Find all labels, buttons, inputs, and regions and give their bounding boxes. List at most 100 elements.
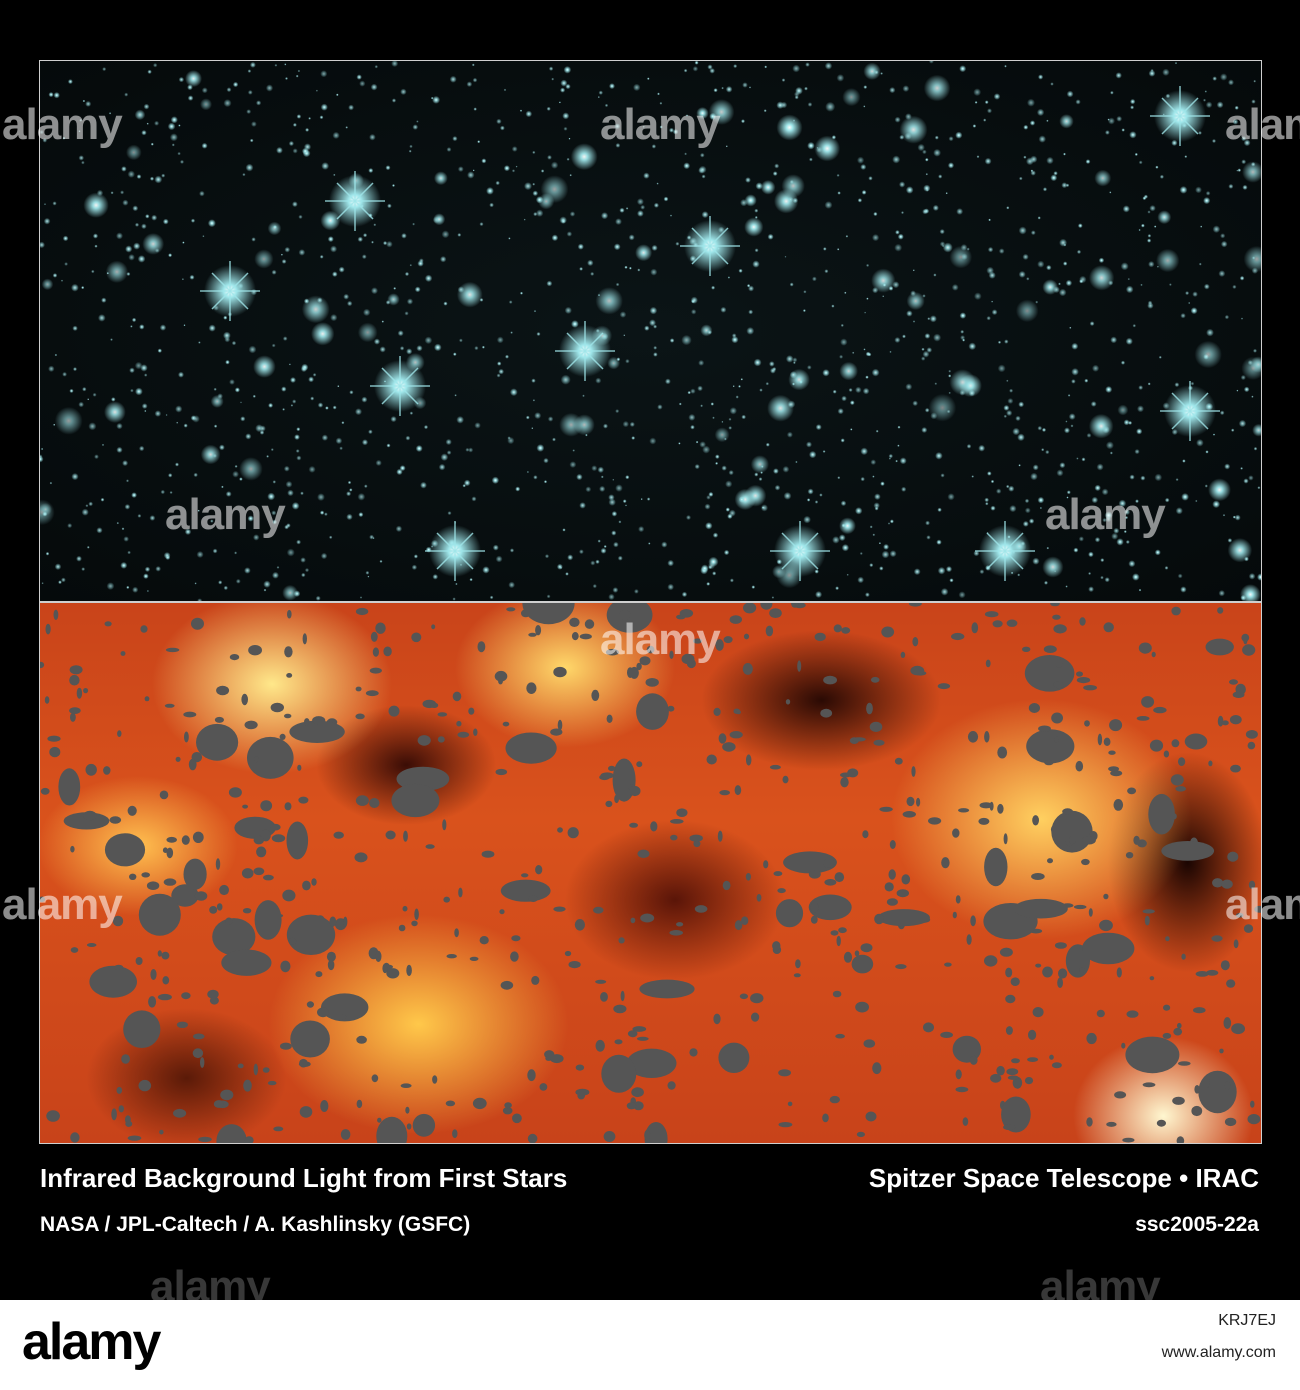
star <box>85 504 89 508</box>
star <box>848 388 853 392</box>
star <box>635 244 653 262</box>
star <box>415 445 423 452</box>
star <box>265 84 274 92</box>
star <box>984 100 989 105</box>
star <box>183 423 188 428</box>
bright-star <box>325 171 385 231</box>
star <box>178 124 181 127</box>
masked-source <box>120 651 126 656</box>
star <box>551 77 555 81</box>
star <box>395 525 403 532</box>
masked-source <box>263 874 274 881</box>
star <box>700 564 709 573</box>
masked-source <box>955 1086 969 1093</box>
masked-source <box>242 804 249 809</box>
star <box>213 424 218 428</box>
star <box>367 575 370 578</box>
star <box>290 377 296 383</box>
star <box>1164 497 1170 503</box>
masked-source <box>406 964 412 977</box>
star <box>263 580 271 588</box>
star <box>327 236 334 243</box>
star <box>1111 532 1119 540</box>
masked-source <box>437 712 448 717</box>
masked-source <box>306 1001 314 1008</box>
masked-source <box>388 705 400 717</box>
star <box>773 468 779 474</box>
star <box>1242 161 1261 183</box>
masked-source <box>411 920 418 927</box>
star <box>81 508 89 516</box>
masked-source <box>479 936 489 945</box>
star <box>966 444 972 449</box>
star <box>180 159 184 164</box>
masked-source <box>528 895 538 902</box>
star <box>505 354 509 359</box>
star <box>1129 131 1137 139</box>
star <box>933 273 937 277</box>
star <box>987 108 992 114</box>
stock-site-url[interactable]: www.alamy.com <box>1161 1344 1276 1361</box>
star <box>315 89 318 92</box>
star <box>1257 573 1261 581</box>
star <box>613 541 619 548</box>
star <box>887 522 891 525</box>
star <box>1053 171 1058 176</box>
masked-source <box>527 1133 538 1143</box>
star <box>253 355 276 378</box>
star <box>940 473 945 478</box>
star <box>1220 233 1226 239</box>
star <box>1240 584 1261 601</box>
masked-source <box>446 954 457 959</box>
star <box>942 242 953 253</box>
star <box>1046 119 1049 122</box>
star <box>863 105 866 108</box>
star <box>597 539 601 543</box>
masked-source <box>593 906 604 914</box>
masked-source <box>1231 1023 1245 1035</box>
star <box>296 427 301 432</box>
star <box>949 578 954 583</box>
masked-source <box>63 812 110 830</box>
masked-source <box>494 670 508 682</box>
star <box>996 488 1002 494</box>
star <box>949 369 976 396</box>
masked-source <box>104 833 146 867</box>
masked-source <box>795 959 801 969</box>
masked-source <box>1173 1027 1183 1036</box>
star <box>713 88 718 93</box>
masked-source <box>220 1089 234 1101</box>
star <box>901 211 904 215</box>
star <box>41 278 54 291</box>
star <box>880 72 883 75</box>
star <box>320 103 328 111</box>
star <box>832 389 837 394</box>
star <box>1018 270 1026 278</box>
masked-source <box>500 980 514 990</box>
masked-source <box>1219 1048 1224 1054</box>
star <box>240 416 246 422</box>
star <box>603 423 608 429</box>
star <box>1129 474 1135 480</box>
star <box>832 536 840 544</box>
masked-source <box>472 1097 487 1110</box>
star <box>381 320 384 323</box>
star <box>276 566 280 569</box>
star <box>207 219 216 228</box>
star <box>268 402 274 408</box>
masked-source <box>606 714 613 723</box>
star <box>292 201 298 208</box>
masked-source <box>689 1048 698 1057</box>
masked-source <box>1013 898 1068 919</box>
star <box>101 297 107 303</box>
star <box>255 424 264 433</box>
star <box>1023 155 1027 159</box>
star <box>1009 505 1017 513</box>
star <box>202 235 205 238</box>
star <box>474 422 481 429</box>
star <box>463 479 471 487</box>
alamy-logo[interactable]: alamy <box>22 1313 161 1371</box>
star <box>859 552 863 555</box>
star <box>1242 184 1248 190</box>
star <box>532 399 536 402</box>
